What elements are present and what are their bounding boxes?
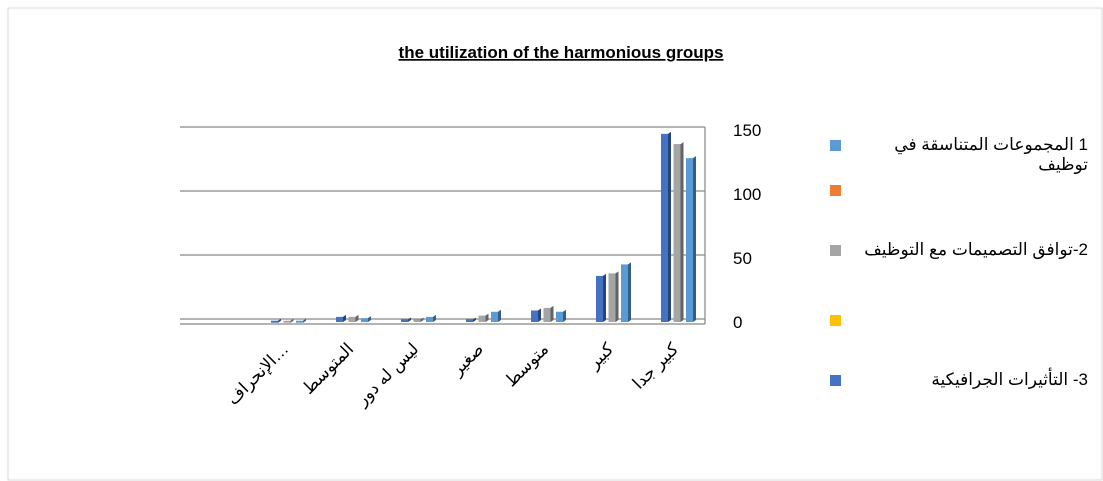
legend-swatch	[830, 185, 841, 196]
bar	[673, 144, 681, 322]
y-tick-label: 100	[733, 185, 761, 204]
chart-title: the utilization of the harmonious groups	[399, 43, 724, 62]
bar	[348, 316, 356, 322]
bar-side	[485, 313, 489, 322]
chart-border	[7, 7, 1103, 481]
x-tick-label: صغير	[447, 339, 487, 379]
bar-side	[278, 318, 281, 323]
bar-side	[433, 314, 436, 322]
bar	[621, 264, 628, 322]
x-tick-label: ليس له دور	[352, 339, 423, 410]
bar-side	[343, 314, 346, 322]
bar	[361, 318, 368, 322]
bar-side	[693, 156, 696, 322]
bar-side	[538, 308, 541, 322]
bar	[466, 319, 473, 322]
bar-side	[680, 142, 684, 322]
legend-swatch	[830, 245, 841, 256]
bar	[401, 319, 408, 322]
x-tick-label: متوسط	[501, 339, 552, 390]
y-tick-label: 0	[733, 313, 742, 332]
legend-label: 3- التأثيرات الجرافيكية	[931, 370, 1088, 389]
bar	[556, 311, 563, 322]
bar-side	[355, 314, 359, 322]
bar	[413, 319, 421, 322]
bar	[531, 310, 538, 322]
bar-side	[498, 309, 501, 322]
bar	[543, 307, 551, 322]
bar-side	[563, 309, 566, 322]
bar-side	[368, 316, 371, 322]
bar-side	[473, 317, 476, 322]
y-tick-label: 150	[733, 121, 761, 140]
bar	[661, 133, 668, 322]
bar	[491, 311, 498, 322]
legend-swatch	[830, 315, 841, 326]
y-tick-label: 50	[733, 249, 752, 268]
bar-side	[628, 262, 631, 322]
bar-side	[603, 273, 606, 322]
bar	[271, 320, 278, 323]
legend-label: 2-توافق التصميمات مع التوظيف	[864, 240, 1088, 259]
bar	[336, 316, 343, 322]
bar	[596, 275, 603, 322]
bar	[608, 273, 616, 322]
x-tick-label: كبير	[584, 339, 618, 373]
bar-side	[408, 317, 411, 322]
bar-side	[303, 318, 306, 323]
bar	[426, 316, 433, 322]
bar-side	[290, 318, 294, 323]
bar-side	[668, 131, 671, 322]
legend-label: 1 المجموعات المتناسقة في توظيف	[894, 135, 1088, 174]
legend-swatch	[830, 140, 841, 151]
bar	[478, 315, 486, 322]
bar-side	[615, 271, 619, 322]
bar	[283, 320, 291, 323]
x-tick-label: المتوسط	[299, 339, 358, 398]
bar	[296, 320, 303, 323]
x-tick-label: كبير جدا	[629, 339, 683, 393]
bar-side	[550, 305, 554, 322]
x-tick-label: الإنحراف…	[223, 339, 292, 408]
legend-swatch	[830, 375, 841, 386]
bar	[686, 158, 693, 322]
bar-side	[420, 317, 424, 322]
